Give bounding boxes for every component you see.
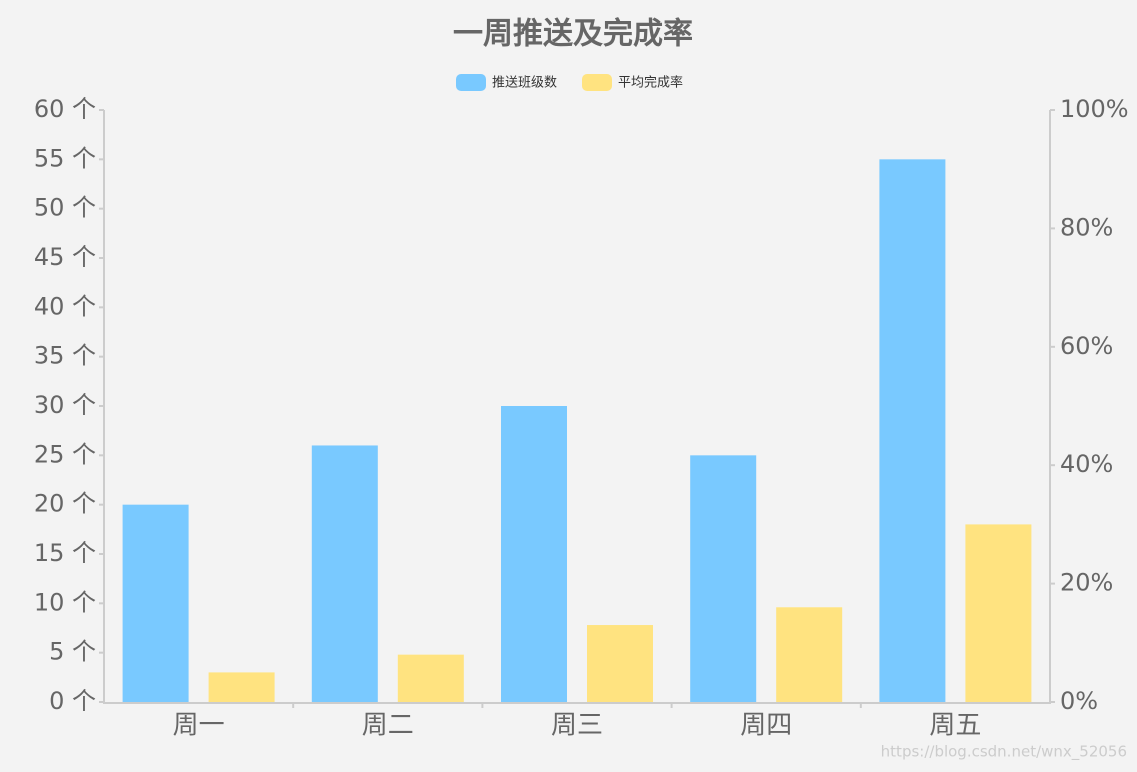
legend-swatch bbox=[456, 74, 486, 91]
legend-label: 平均完成率 bbox=[618, 75, 683, 91]
x-tick-label: 周一 bbox=[173, 711, 225, 741]
y2-tick-label: 100% bbox=[1060, 95, 1129, 123]
y2-tick-label: 0% bbox=[1060, 687, 1098, 715]
bar bbox=[311, 445, 378, 702]
y-tick-label: 60 个 bbox=[34, 95, 96, 123]
bar bbox=[501, 406, 567, 702]
y2-tick-label: 60% bbox=[1060, 332, 1113, 360]
legend-swatch bbox=[582, 74, 612, 91]
y2-tick-label: 80% bbox=[1060, 213, 1113, 241]
y-tick-label: 20 个 bbox=[34, 490, 96, 518]
bar bbox=[965, 524, 1032, 702]
x-tick-label: 周二 bbox=[362, 711, 414, 741]
y-tick-label: 15 个 bbox=[34, 539, 96, 567]
bar bbox=[587, 625, 653, 702]
legend-label: 推送班级数 bbox=[492, 76, 557, 91]
y-tick-label: 0 个 bbox=[49, 687, 96, 715]
y-tick-label: 50 个 bbox=[34, 194, 96, 222]
bar bbox=[776, 607, 843, 702]
x-tick-label: 周五 bbox=[929, 711, 981, 741]
y-tick-label: 45 个 bbox=[34, 243, 96, 271]
chart-title: 一周推送及完成率 bbox=[453, 17, 693, 52]
bar bbox=[397, 654, 464, 702]
bar bbox=[879, 159, 946, 703]
y2-tick-label: 40% bbox=[1060, 450, 1113, 478]
y2-tick-label: 20% bbox=[1060, 569, 1113, 597]
y-tick-label: 10 个 bbox=[34, 588, 96, 616]
y-tick-label: 25 个 bbox=[34, 440, 96, 468]
bar bbox=[122, 504, 189, 702]
bar bbox=[208, 672, 275, 702]
y-tick-label: 40 个 bbox=[34, 292, 96, 320]
watermark: https://blog.csdn.net/wnx_52056 bbox=[881, 743, 1127, 762]
x-tick-label: 周三 bbox=[551, 711, 603, 741]
bar bbox=[690, 455, 757, 702]
y-tick-label: 30 个 bbox=[34, 391, 96, 419]
y-tick-label: 35 个 bbox=[34, 342, 96, 370]
x-tick-label: 周四 bbox=[740, 711, 792, 741]
y-tick-label: 5 个 bbox=[49, 638, 96, 666]
y-tick-label: 55 个 bbox=[34, 144, 96, 172]
